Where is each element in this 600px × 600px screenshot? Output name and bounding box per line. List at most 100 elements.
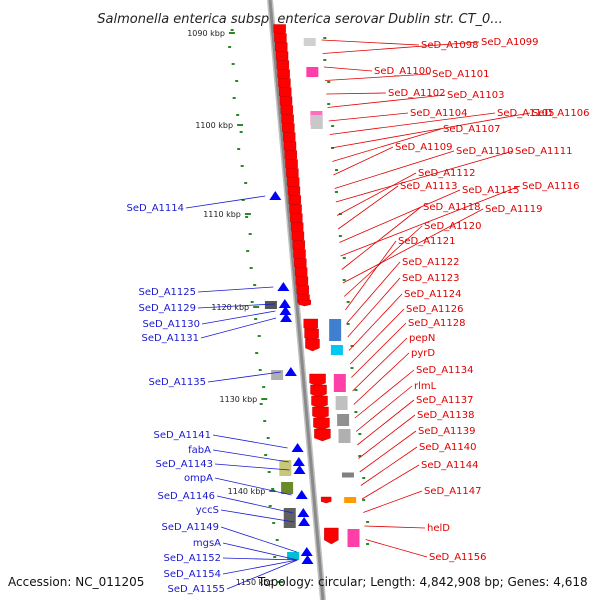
forward-gene-arrow xyxy=(311,395,328,409)
forward-gene-label: SeD_A1123 xyxy=(402,273,460,284)
forward-leader xyxy=(353,352,410,405)
reverse-leader xyxy=(212,434,288,449)
forward-leader xyxy=(349,308,405,365)
forward-gene-label: SeD_A1098 xyxy=(421,40,479,51)
reverse-leader xyxy=(222,542,298,561)
forward-leader xyxy=(351,322,407,378)
reverse-gene-label: SeD_A1114 xyxy=(127,203,185,214)
reverse-leader xyxy=(222,559,298,575)
reverse-leader xyxy=(226,559,298,590)
forward-leader xyxy=(333,146,394,176)
forward-gene-label: SeD_A1121 xyxy=(398,236,456,247)
reverse-gene-block xyxy=(281,482,294,494)
forward-strand-genes xyxy=(273,24,360,547)
forward-gene-label: SeD_A1138 xyxy=(417,410,475,421)
forward-leader xyxy=(361,464,420,500)
forward-gene-arrow xyxy=(309,373,326,387)
reverse-gene-arrow xyxy=(269,191,282,200)
forward-leader xyxy=(327,94,446,108)
forward-leader xyxy=(329,112,496,135)
reverse-gene-label: ompA xyxy=(184,473,213,484)
forward-gene-block xyxy=(330,345,343,355)
forward-leader xyxy=(343,225,423,297)
forward-gene-arrow xyxy=(314,428,331,442)
forward-gene-arrow xyxy=(298,299,311,307)
forward-leader xyxy=(340,185,521,257)
reverse-gene-arrow xyxy=(292,457,305,466)
forward-leader xyxy=(347,277,401,338)
reverse-gene-arrow xyxy=(295,490,308,499)
reverse-gene-label: SeD_A1130 xyxy=(143,319,201,330)
kbp-label: 1130 kbp xyxy=(220,395,258,404)
forward-gene-label: SeD_A1116 xyxy=(522,181,580,192)
forward-gene-label: SeD_A1112 xyxy=(418,168,476,179)
forward-gene-label: SeD_A1107 xyxy=(443,124,501,135)
forward-gene-block xyxy=(337,414,350,426)
forward-gene-label: SeD_A1156 xyxy=(429,552,487,563)
reverse-gene-label: fabA xyxy=(188,445,211,456)
forward-leader xyxy=(363,490,423,513)
accession-text: Accession: NC_011205 xyxy=(8,575,144,589)
reverse-leader xyxy=(197,303,275,309)
forward-gene-label: SeD_A1099 xyxy=(481,37,539,48)
forward-gene-label: SeD_A1105 xyxy=(497,108,555,119)
forward-leader xyxy=(358,414,416,459)
reverse-gene-arrow xyxy=(280,313,293,322)
reverse-gene-label: SeD_A1155 xyxy=(168,584,226,595)
reverse-gene-arrow xyxy=(284,367,297,376)
reverse-leader xyxy=(207,371,281,383)
reverse-leader xyxy=(200,317,277,339)
forward-gene-arrow xyxy=(305,338,320,352)
forward-leader xyxy=(345,240,397,311)
forward-gene-label: SeD_A1113 xyxy=(400,181,458,192)
forward-gene-block xyxy=(310,115,323,129)
reverse-gene-block xyxy=(287,552,300,560)
reverse-gene-block xyxy=(264,301,277,309)
forward-gene-label: SeD_A1134 xyxy=(416,365,474,376)
reverse-gene-label: SeD_A1152 xyxy=(164,553,222,564)
forward-leader xyxy=(325,73,431,81)
label-leader-lines xyxy=(185,39,531,590)
reverse-gene-arrow xyxy=(279,306,292,315)
forward-leader xyxy=(336,172,417,216)
forward-gene-block xyxy=(341,472,354,478)
forward-gene-label: SeD_A1118 xyxy=(423,202,481,213)
forward-gene-block xyxy=(306,67,319,77)
reverse-leader xyxy=(197,286,274,293)
reverse-gene-label: yccS xyxy=(196,505,219,516)
reverse-gene-label: SeD_A1129 xyxy=(139,303,197,314)
reverse-gene-block xyxy=(279,460,292,476)
forward-leader xyxy=(341,206,422,270)
forward-leader xyxy=(335,150,514,203)
forward-gene-label: SeD_A1115 xyxy=(462,185,520,196)
forward-gene-label: SeD_A1144 xyxy=(421,460,479,471)
reverse-gene-label: SeD_A1131 xyxy=(142,333,200,344)
forward-gene-label: SeD_A1147 xyxy=(424,486,482,497)
kbp-label: 1090 kbp xyxy=(187,29,225,38)
reverse-leader xyxy=(220,526,297,553)
forward-leader xyxy=(346,261,401,324)
reverse-gene-label: SeD_A1154 xyxy=(164,569,222,580)
reverse-gene-arrow xyxy=(278,299,291,308)
reverse-gene-arrow xyxy=(291,443,304,452)
forward-gene-arrow xyxy=(312,406,329,420)
backbone-line xyxy=(268,0,325,600)
forward-gene-label: SeD_A1103 xyxy=(447,90,505,101)
forward-leader xyxy=(354,369,415,419)
forward-leader xyxy=(331,112,531,149)
reverse-gene-label: SeD_A1149 xyxy=(162,522,220,533)
reverse-gene-arrow xyxy=(300,547,313,556)
forward-gene-arrow xyxy=(324,527,339,545)
forward-gene-label: helD xyxy=(427,523,450,534)
reverse-gene-arrow xyxy=(301,555,314,564)
forward-gene-block xyxy=(333,374,346,392)
forward-gene-label: SeD_A1106 xyxy=(532,108,590,119)
forward-leader xyxy=(321,39,420,46)
reverse-leader xyxy=(201,310,276,325)
backbone xyxy=(267,0,326,600)
forward-gene-label: SeD_A1102 xyxy=(388,88,446,99)
kbp-ticks: 1090 kbp 1100 kbp 1110 kbp 1120 kbp 1130 kbp… xyxy=(187,29,284,587)
genome-summary-text: Topology: circular; Length: 4,842,908 bp… xyxy=(257,575,588,589)
forward-gene-label: SeD_A1122 xyxy=(402,257,460,268)
reverse-leader xyxy=(220,509,295,523)
